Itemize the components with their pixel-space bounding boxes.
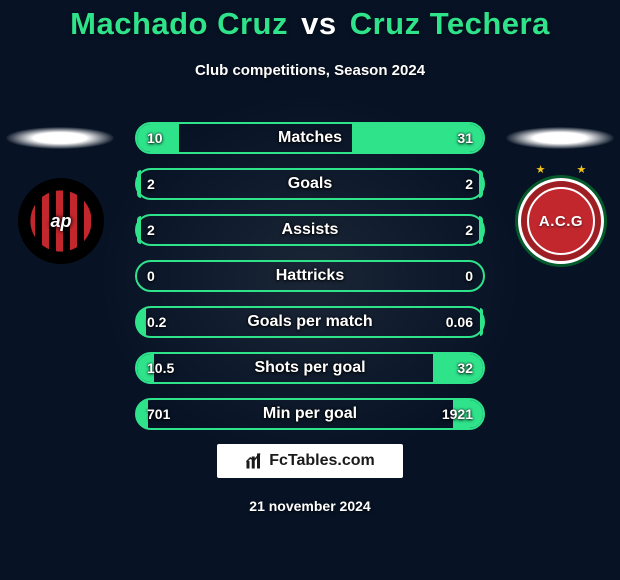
stat-row: Hattricks00 — [135, 260, 485, 292]
subtitle: Club competitions, Season 2024 — [0, 62, 620, 79]
brand-box: FcTables.com — [217, 444, 403, 478]
player-shadow-left — [6, 127, 114, 149]
title: Machado Cruz vs Cruz Techera — [0, 6, 620, 42]
club-badge-left-text: ap — [50, 211, 71, 232]
comparison-card: Machado Cruz vs Cruz Techera Club compet… — [0, 0, 620, 580]
title-vs: vs — [301, 6, 336, 41]
stat-value-left: 0.2 — [147, 306, 166, 338]
stat-value-left: 701 — [147, 398, 170, 430]
club-badge-right: A.C.G — [518, 178, 604, 264]
stat-value-left: 10.5 — [147, 352, 174, 384]
stat-value-right: 0.06 — [446, 306, 473, 338]
stat-row-border — [135, 214, 485, 246]
club-badge-right-ring — [527, 187, 595, 255]
stat-row: Min per goal7011921 — [135, 398, 485, 430]
stat-row-border — [135, 122, 485, 154]
title-player1: Machado Cruz — [70, 6, 288, 41]
stat-row-border — [135, 168, 485, 200]
stat-row: Assists22 — [135, 214, 485, 246]
stat-value-right: 0 — [465, 260, 473, 292]
player-shadow-right — [506, 127, 614, 149]
stat-value-right: 1921 — [442, 398, 473, 430]
stat-row-border — [135, 352, 485, 384]
bars-icon — [245, 452, 263, 470]
stat-value-right: 32 — [457, 352, 473, 384]
stat-row: Goals22 — [135, 168, 485, 200]
stat-value-left: 0 — [147, 260, 155, 292]
stat-value-right: 31 — [457, 122, 473, 154]
club-badge-left: ap — [18, 178, 104, 264]
stat-row-border — [135, 260, 485, 292]
stat-row-border — [135, 398, 485, 430]
stat-value-left: 2 — [147, 214, 155, 246]
date-line: 21 november 2024 — [0, 498, 620, 514]
stat-value-left: 2 — [147, 168, 155, 200]
stat-value-right: 2 — [465, 168, 473, 200]
stat-value-right: 2 — [465, 214, 473, 246]
stats-container: Matches1031Goals22Assists22Hattricks00Go… — [135, 122, 485, 444]
stat-row-border — [135, 306, 485, 338]
stat-row: Shots per goal10.532 — [135, 352, 485, 384]
stat-value-left: 10 — [147, 122, 163, 154]
stat-row: Goals per match0.20.06 — [135, 306, 485, 338]
title-player2: Cruz Techera — [350, 6, 550, 41]
brand-text: FcTables.com — [269, 452, 375, 470]
stat-row: Matches1031 — [135, 122, 485, 154]
